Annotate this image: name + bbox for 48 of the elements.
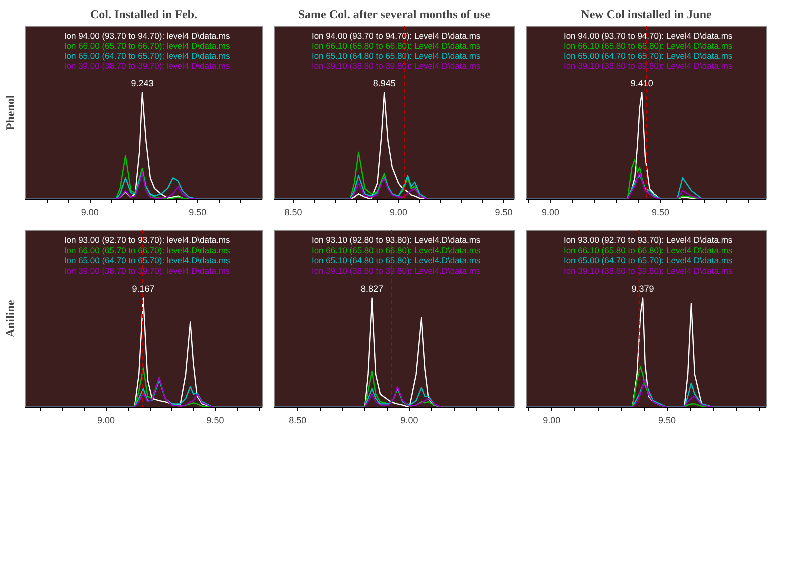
text: Ion 94.00 (93.70 to 94.70): Level4 D\data.ms xyxy=(312,30,481,41)
annotation: 8.827 xyxy=(361,284,384,294)
x-tick-label: 9.50 xyxy=(495,208,513,218)
x-tick-label: 9.00 xyxy=(400,416,418,426)
annotation: 8.945 xyxy=(373,78,396,89)
text: Ion 93.00 (92.70 to 93.70): Level4 D\data.ms xyxy=(564,234,733,245)
text: Ion 39.10 (38.80 to 39.80): Level4.D\data.ms xyxy=(312,266,481,276)
y-axis-title: Aniline xyxy=(4,300,18,338)
text: Ion 65.00 (64.70 to 65.70): Level4 D\data.ms xyxy=(564,51,733,62)
text: Ion 65.10 (64.80 to 65.80): Level4.D\data.ms xyxy=(312,256,481,266)
text: Ion 93.10 (92.80 to 93.80): Level4.D\data.ms xyxy=(312,234,481,245)
x-tick-label: 9.00 xyxy=(543,416,561,426)
x-tick-label: 9.50 xyxy=(189,208,207,218)
x-tick-label: 9.00 xyxy=(81,208,99,218)
text: Ion 65.00 (64.70 to 65.70): level4.D\data.ms xyxy=(64,256,230,266)
text: Ion 39.10 (38.80 to 39.80): Level4 D\data.ms xyxy=(564,266,733,276)
text: Ion 65.00 (64.70 to 65.70): Level4 D\data.ms xyxy=(564,256,733,266)
chart-title: New Col installed in June xyxy=(581,8,713,22)
text: Ion 93.00 (92.70 to 93.70): level4.D\data.ms xyxy=(64,234,230,245)
annotation: 9.243 xyxy=(131,78,154,89)
text: Ion 66.10 (65.80 to 66.80): Level4 D\data.ms xyxy=(564,40,733,51)
x-tick-label: 9.50 xyxy=(658,416,676,426)
annotation: 9.167 xyxy=(132,284,155,294)
text: Ion 39.10 (38.80 to 39.80): Level4 D\data.ms xyxy=(312,61,481,72)
text: Ion 66.10 (65.80 to 66.80): Level4 D\data.ms xyxy=(564,245,733,256)
x-tick-label: 9.50 xyxy=(206,416,224,426)
chart-title: Col. Installed in Feb. xyxy=(90,8,198,22)
annotation: 9.410 xyxy=(630,78,654,89)
x-tick-label: 9.00 xyxy=(98,416,116,426)
text: Ion 65.10 (64.80 to 65.80): Level4 D\data.ms xyxy=(312,51,481,62)
text: Ion 65.00 (64.70 to 65.70): level4 D\data.ms xyxy=(64,51,230,62)
text: Ion 66.10 (65.80 to 66.80): Level4 D\data.ms xyxy=(312,40,481,51)
text: Ion 39.00 (38.70 to 39.70): level4 D\data.ms xyxy=(64,61,230,72)
x-tick-label: 9.00 xyxy=(390,208,408,218)
text: Ion 66.00 (65.70 to 66.70): level4 D\data.ms xyxy=(64,40,230,51)
text: Ion 66.10 (65.80 to 66.80): Level4.D\data.ms xyxy=(312,245,481,256)
x-tick-label: 8.50 xyxy=(289,416,307,426)
x-tick-label: 9.50 xyxy=(652,208,670,218)
text: Ion 39.00 (38.70 to 39.70): level4.D\data.ms xyxy=(64,266,230,276)
text: Ion 94.00 (93.70 to 94.70): Level4 D\data.ms xyxy=(564,30,733,41)
text: Ion 39.10 (38.80 to 39.80): Level4 D\data.ms xyxy=(564,61,733,72)
x-tick-label: 8.50 xyxy=(284,208,302,218)
annotation: 9.379 xyxy=(632,284,654,294)
text: Ion 66.00 (65.70 to 66.70): level4.D\data.ms xyxy=(64,245,230,256)
x-tick-label: 9.00 xyxy=(542,208,560,218)
chart-title: Same Col. after several months of use xyxy=(298,8,492,22)
y-axis-title: Phenol xyxy=(4,94,18,131)
text: Ion 94.00 (93.70 to 94.70): level4 D\data.ms xyxy=(64,30,230,41)
